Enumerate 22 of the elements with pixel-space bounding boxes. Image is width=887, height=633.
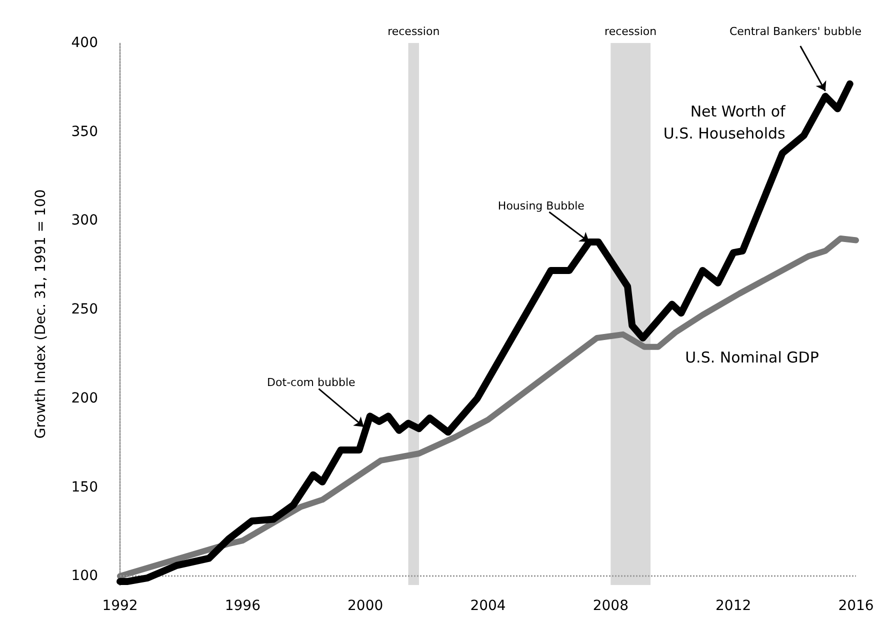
band-label: recession xyxy=(388,25,440,38)
y-axis-title: Growth Index (Dec. 31, 1991 = 100 xyxy=(33,189,49,439)
x-tick-label: 1992 xyxy=(102,598,138,614)
y-tick-label: 350 xyxy=(71,124,98,140)
y-tick-label: 250 xyxy=(71,302,98,318)
y-tick-label: 150 xyxy=(71,479,98,496)
x-tick-label: 2016 xyxy=(838,598,874,614)
annotation: Central Bankers' bubble xyxy=(729,25,862,38)
y-tick-label: 300 xyxy=(71,212,98,229)
y-tick-label: 400 xyxy=(71,35,98,51)
x-tick-label: 2000 xyxy=(348,598,384,614)
series-label: Net Worth of U.S. Households xyxy=(663,102,786,142)
band-label: recession xyxy=(604,25,657,38)
x-tick-label: 2008 xyxy=(592,598,628,614)
x-tick-label: 1996 xyxy=(224,598,261,614)
annotation: Dot-com bubble xyxy=(267,376,356,389)
series-label: U.S. Nominal GDP xyxy=(685,348,819,367)
x-tick-label: 2004 xyxy=(470,598,506,614)
y-tick-label: 200 xyxy=(71,390,98,406)
y-tick-label: 100 xyxy=(71,568,98,584)
x-tick-label: 2012 xyxy=(716,598,752,614)
annotation: Housing Bubble xyxy=(498,200,585,213)
